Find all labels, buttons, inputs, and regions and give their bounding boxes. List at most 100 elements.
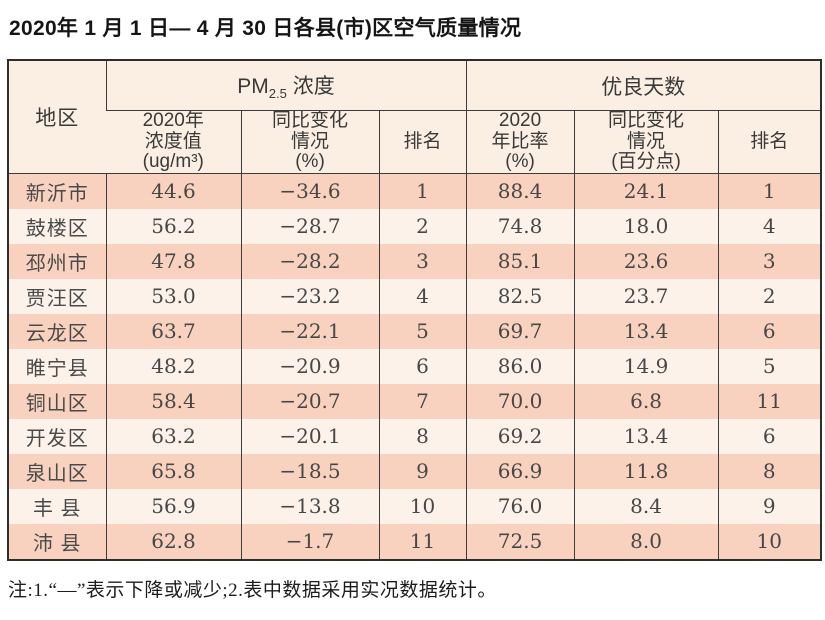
cell-good-rank: 1 (717, 173, 822, 209)
cell-pm-value: 58.4 (105, 383, 241, 419)
cell-good-change: 11.8 (573, 453, 719, 489)
cell-good-change: 23.6 (573, 243, 719, 279)
cell-pm-rank: 4 (378, 278, 467, 314)
cell-pm-change: −20.1 (240, 418, 379, 454)
cell-region: 丰 县 (8, 488, 106, 524)
cell-good-change: 13.4 (573, 418, 719, 454)
pm25-label-prefix: PM (237, 74, 269, 98)
cell-good-ratio: 74.8 (465, 208, 575, 244)
table-row: 丰 县 56.9 −13.8 10 76.0 8.4 9 (8, 488, 822, 524)
cell-pm-change: −22.1 (240, 313, 379, 349)
table-row: 沛 县 62.8 −1.7 11 72.5 8.0 10 (8, 523, 822, 560)
cell-region: 铜山区 (8, 383, 106, 419)
cell-pm-value: 53.0 (105, 278, 241, 314)
table-row: 铜山区 58.4 −20.7 7 70.0 6.8 11 (8, 383, 822, 419)
cell-pm-value: 63.2 (105, 418, 241, 454)
cell-good-change: 8.0 (573, 523, 719, 560)
table-row: 邳州市 47.8 −28.2 3 85.1 23.6 3 (8, 243, 822, 279)
cell-good-change: 6.8 (573, 383, 719, 419)
cell-region: 鼓楼区 (8, 208, 106, 244)
cell-good-ratio: 66.9 (465, 453, 575, 489)
cell-good-change: 23.7 (573, 278, 719, 314)
cell-good-ratio: 72.5 (465, 523, 575, 560)
header-good-rank: 排名 (717, 110, 822, 174)
table-body: 新沂市 44.6 −34.6 1 88.4 24.1 1 鼓楼区 56.2 −2… (8, 173, 822, 560)
cell-pm-rank: 5 (378, 313, 467, 349)
cell-pm-value: 48.2 (105, 348, 241, 384)
cell-good-ratio: 69.2 (465, 418, 575, 454)
cell-good-rank: 4 (717, 208, 822, 244)
header-pm-value: 2020年 浓度值 (ug/m³) (106, 110, 241, 174)
cell-pm-change: −20.9 (240, 348, 379, 384)
cell-region: 睢宁县 (8, 348, 106, 384)
cell-pm-change: −18.5 (240, 453, 379, 489)
cell-good-rank: 9 (717, 488, 822, 524)
cell-pm-value: 44.6 (105, 173, 241, 209)
cell-region: 云龙区 (8, 313, 106, 349)
cell-pm-rank: 7 (378, 383, 467, 419)
cell-pm-rank: 11 (378, 523, 467, 560)
header-good-change: 同比变化 情况 (百分点) (573, 110, 719, 174)
cell-pm-value: 63.7 (105, 313, 241, 349)
header-sub-row: 2020年 浓度值 (ug/m³) 同比变化 情况 (%) 排名 2020 年比… (8, 110, 822, 174)
cell-pm-value: 65.8 (105, 453, 241, 489)
air-quality-table: 地区 PM2.5 浓度 优良天数 2020年 浓度值 (ug/m³) 同比变化 … (7, 59, 823, 561)
cell-region: 泉山区 (8, 453, 106, 489)
cell-good-ratio: 69.7 (465, 313, 575, 349)
cell-pm-rank: 3 (378, 243, 467, 279)
header-pm-rank: 排名 (378, 110, 467, 174)
cell-pm-change: −28.2 (240, 243, 379, 279)
cell-pm-change: −13.8 (240, 488, 379, 524)
cell-pm-value: 47.8 (105, 243, 241, 279)
cell-good-rank: 2 (717, 278, 822, 314)
page-title: 2020年 1 月 1 日— 4 月 30 日各县(市)区空气质量情况 (9, 17, 522, 40)
cell-region: 沛 县 (8, 523, 106, 560)
cell-good-ratio: 85.1 (465, 243, 575, 279)
pm25-label-subscript: 2.5 (268, 86, 287, 102)
cell-good-change: 24.1 (573, 173, 719, 209)
table-footnote: 注:1.“—”表示下降或减少;2.表中数据采用实况数据统计。 (8, 579, 497, 601)
cell-good-rank: 8 (717, 453, 822, 489)
cell-pm-change: −1.7 (240, 523, 379, 560)
table-row: 泉山区 65.8 −18.5 9 66.9 11.8 8 (8, 453, 822, 489)
cell-good-change: 14.9 (573, 348, 719, 384)
pm25-label-suffix: 浓度 (286, 74, 335, 98)
table-row: 睢宁县 48.2 −20.9 6 86.0 14.9 5 (8, 348, 822, 384)
cell-region: 开发区 (8, 418, 106, 454)
cell-pm-change: −28.7 (240, 208, 379, 244)
header-group-row: 地区 PM2.5 浓度 优良天数 (8, 60, 822, 174)
cell-pm-rank: 2 (378, 208, 467, 244)
table-row: 新沂市 44.6 −34.6 1 88.4 24.1 1 (8, 173, 822, 209)
cell-pm-value: 62.8 (105, 523, 241, 560)
cell-region: 邳州市 (8, 243, 106, 279)
cell-good-rank: 6 (717, 313, 822, 349)
cell-good-rank: 11 (717, 383, 822, 419)
cell-pm-rank: 9 (378, 453, 467, 489)
cell-region: 贾汪区 (8, 278, 106, 314)
header-pm25-group: PM2.5 浓度 (105, 60, 467, 111)
cell-pm-rank: 8 (378, 418, 467, 454)
cell-pm-rank: 1 (378, 173, 467, 209)
header-region: 地区 (8, 60, 106, 174)
table-row: 开发区 63.2 −20.1 8 69.2 13.4 6 (8, 418, 822, 454)
cell-good-ratio: 82.5 (465, 278, 575, 314)
cell-good-change: 8.4 (573, 488, 719, 524)
cell-region: 新沂市 (8, 173, 106, 209)
cell-pm-value: 56.9 (105, 488, 241, 524)
cell-pm-value: 56.2 (105, 208, 241, 244)
header-pm-change: 同比变化 情况 (%) (240, 110, 379, 174)
cell-good-change: 13.4 (573, 313, 719, 349)
cell-pm-change: −20.7 (240, 383, 379, 419)
cell-good-ratio: 70.0 (465, 383, 575, 419)
cell-good-rank: 6 (717, 418, 822, 454)
cell-pm-change: −34.6 (240, 173, 379, 209)
table-header: 地区 PM2.5 浓度 优良天数 2020年 浓度值 (ug/m³) 同比变化 … (8, 60, 822, 174)
header-good-days-group: 优良天数 (465, 60, 822, 111)
header-good-ratio: 2020 年比率 (%) (465, 110, 575, 174)
cell-good-rank: 10 (717, 523, 822, 560)
table-row: 云龙区 63.7 −22.1 5 69.7 13.4 6 (8, 313, 822, 349)
cell-pm-rank: 10 (378, 488, 467, 524)
cell-good-change: 18.0 (573, 208, 719, 244)
cell-good-ratio: 76.0 (465, 488, 575, 524)
cell-pm-rank: 6 (378, 348, 467, 384)
